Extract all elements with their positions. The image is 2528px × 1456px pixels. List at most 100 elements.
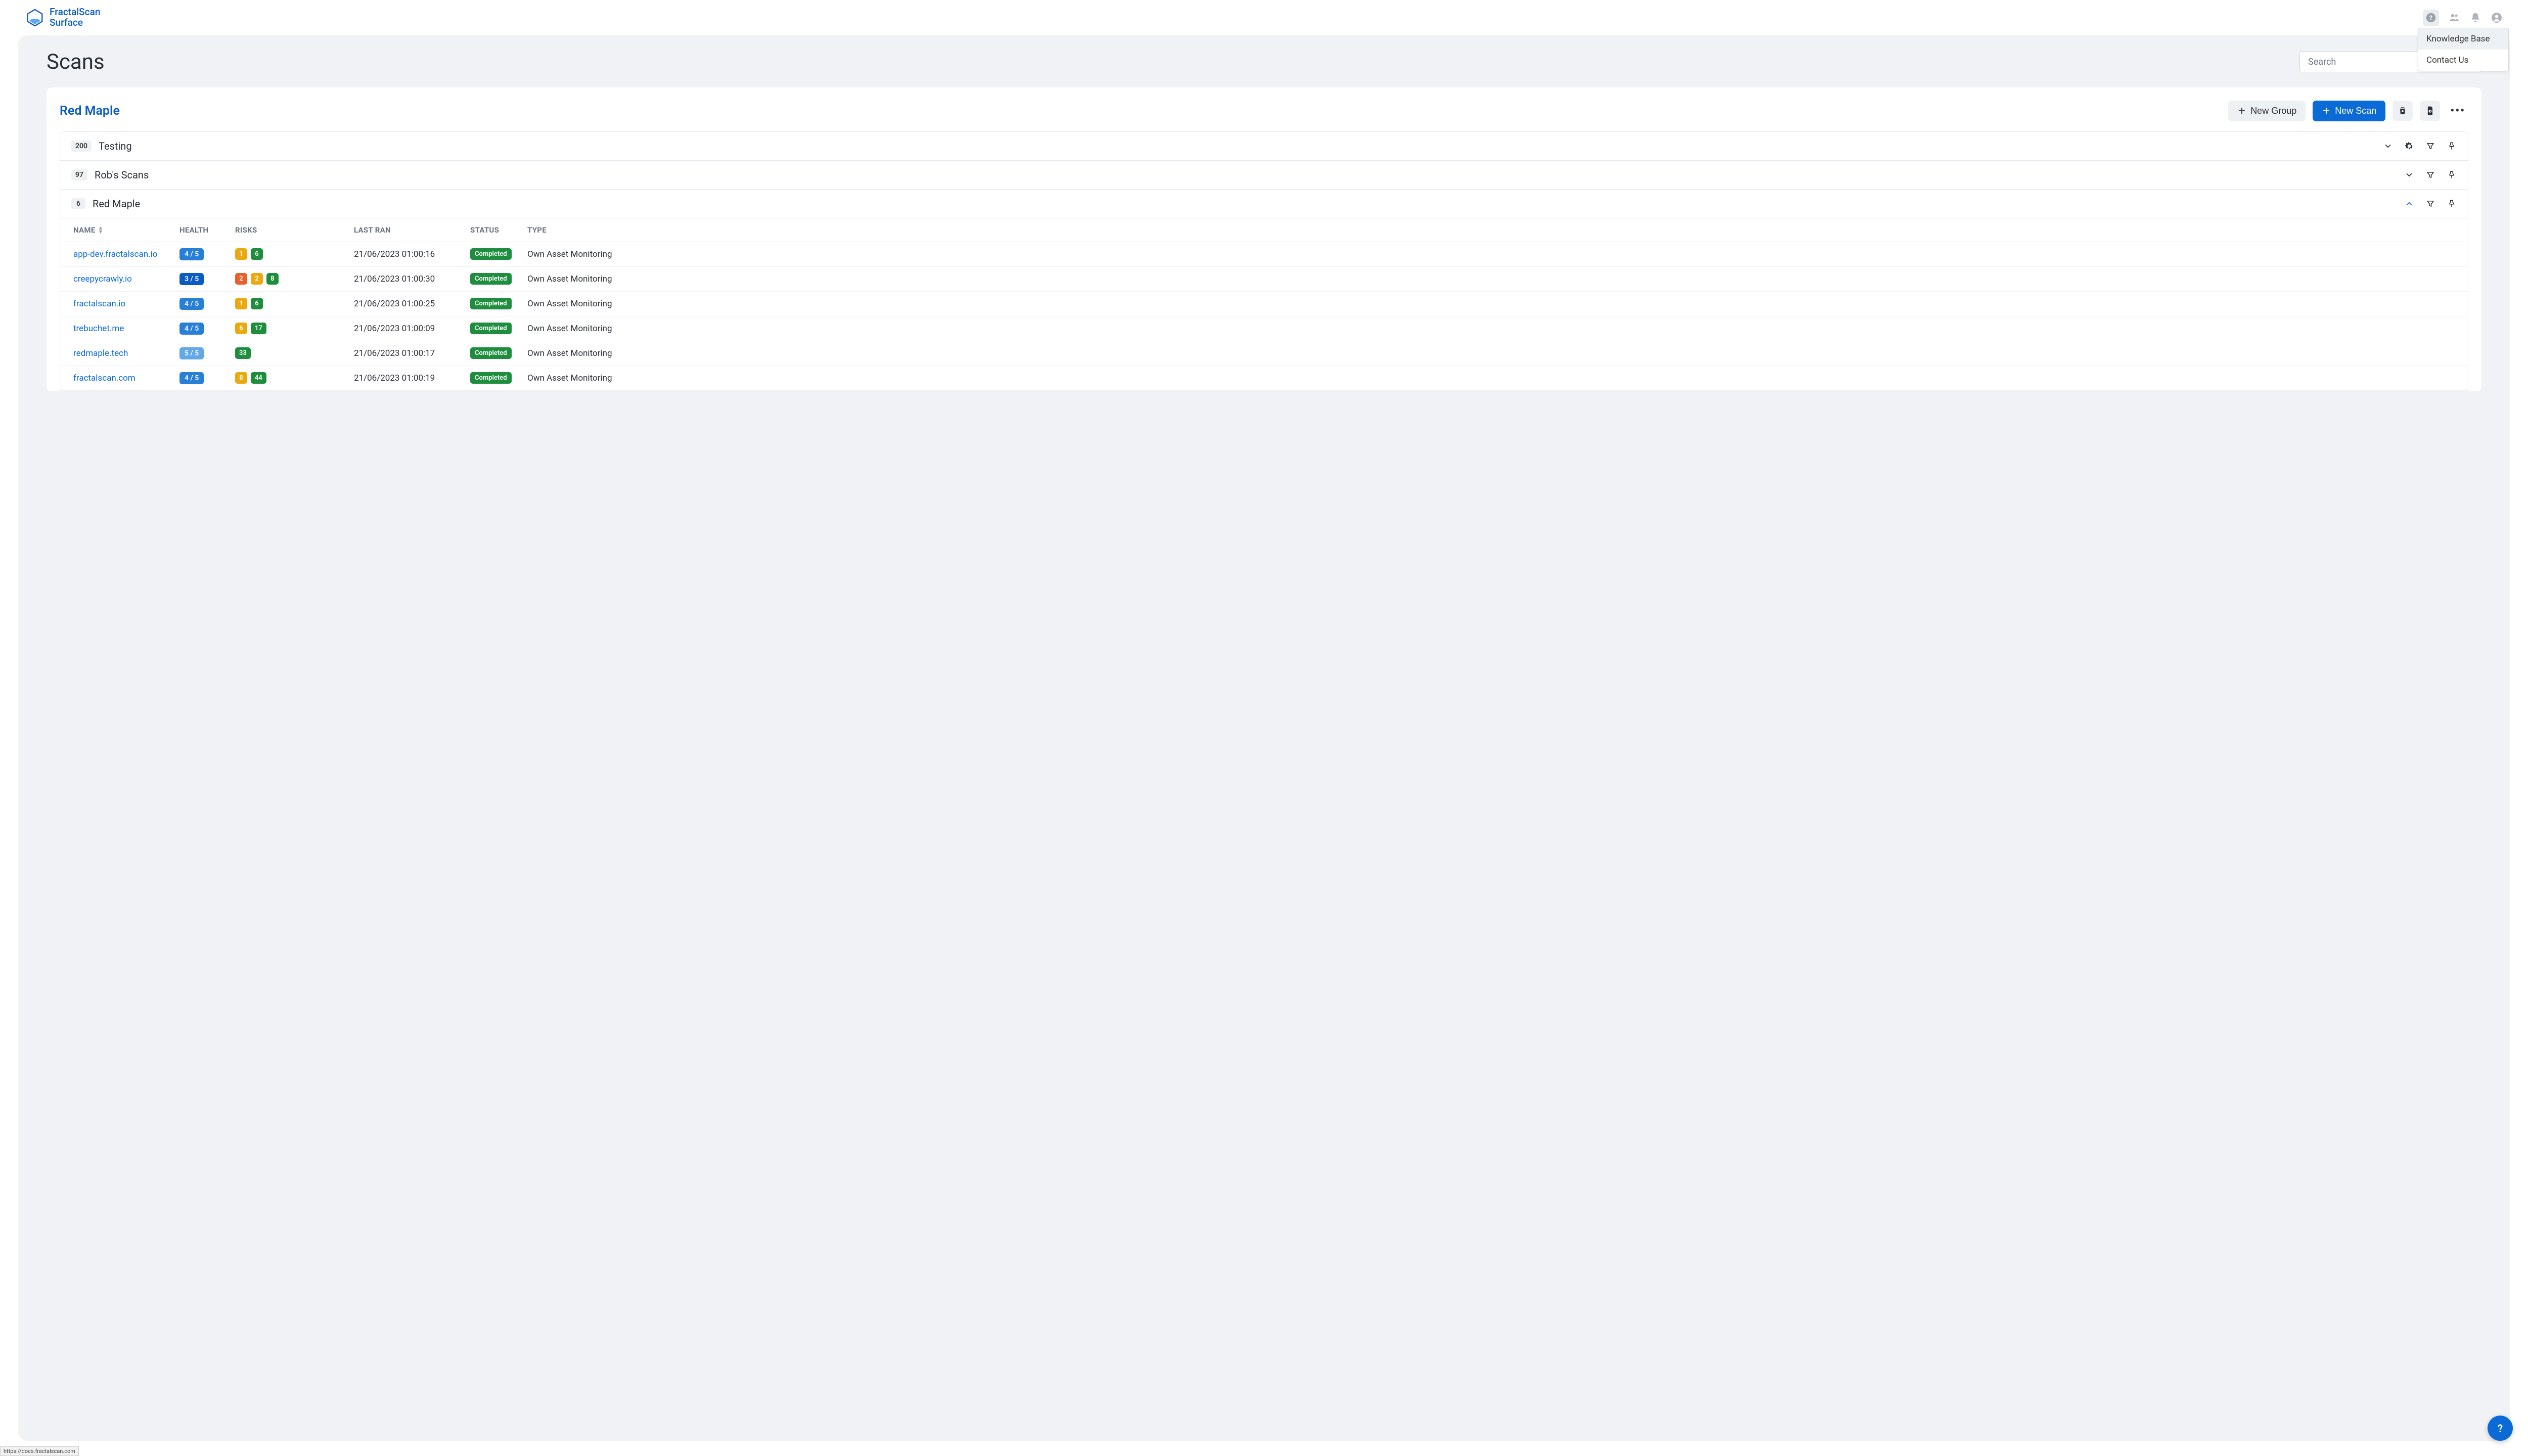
table-row: fractalscan.com 4 / 5 8 44 21/06/2023 01:… bbox=[60, 366, 2468, 391]
pin-icon[interactable] bbox=[2447, 141, 2457, 151]
help-menu: Knowledge Base Contact Us bbox=[2418, 28, 2509, 71]
status-badge: Completed bbox=[470, 248, 512, 260]
risk-badge: 17 bbox=[251, 323, 266, 334]
scan-name-link[interactable]: trebuchet.me bbox=[73, 324, 179, 334]
gear-icon[interactable] bbox=[2404, 141, 2414, 151]
th-health[interactable]: HEALTH bbox=[179, 225, 235, 235]
group-name: Rob's Scans bbox=[95, 169, 149, 181]
status-url-hint: https://docs.fractalscan.com bbox=[0, 1446, 79, 1456]
card-header: Red Maple New Group New Scan ••• bbox=[47, 101, 2481, 131]
menu-knowledge-base[interactable]: Knowledge Base bbox=[2418, 28, 2508, 50]
last-ran-cell: 21/06/2023 01:00:09 bbox=[354, 324, 470, 334]
plus-icon bbox=[2322, 106, 2331, 115]
risk-badge: 6 bbox=[251, 298, 263, 309]
scan-name-link[interactable]: redmaple.tech bbox=[73, 348, 179, 358]
risk-badge: 2 bbox=[251, 273, 263, 285]
th-type[interactable]: TYPE bbox=[527, 225, 2455, 235]
logo-hex-icon bbox=[25, 8, 44, 27]
type-cell: Own Asset Monitoring bbox=[527, 249, 2455, 259]
th-name[interactable]: NAME▲▼ bbox=[73, 225, 179, 235]
group-row[interactable]: 97 Rob's Scans bbox=[60, 161, 2468, 190]
scan-name-link[interactable]: app-dev.fractalscan.io bbox=[73, 249, 179, 259]
help-fab-icon bbox=[2494, 1422, 2507, 1435]
new-group-button[interactable]: New Group bbox=[2228, 101, 2306, 121]
group-name: Red Maple bbox=[93, 198, 140, 210]
page-title: Scans bbox=[47, 50, 105, 74]
risks-cell: 8 44 bbox=[235, 372, 354, 384]
menu-contact-us[interactable]: Contact Us bbox=[2418, 50, 2508, 71]
health-badge: 5 / 5 bbox=[179, 347, 204, 359]
health-badge: 4 / 5 bbox=[179, 323, 204, 335]
scan-name-link[interactable]: fractalscan.io bbox=[73, 299, 179, 309]
last-ran-cell: 21/06/2023 01:00:30 bbox=[354, 274, 470, 284]
last-ran-cell: 21/06/2023 01:00:17 bbox=[354, 348, 470, 358]
group-row[interactable]: 6 Red Maple bbox=[60, 190, 2468, 218]
health-badge: 3 / 5 bbox=[179, 273, 204, 285]
last-ran-cell: 21/06/2023 01:00:25 bbox=[354, 299, 470, 309]
team-icon[interactable] bbox=[2448, 12, 2460, 24]
status-badge: Completed bbox=[470, 372, 512, 384]
status-badge: Completed bbox=[470, 273, 512, 285]
bell-icon[interactable] bbox=[2469, 12, 2481, 24]
archive-icon[interactable] bbox=[2392, 101, 2413, 121]
health-badge: 4 / 5 bbox=[179, 298, 204, 310]
risks-cell: 16 bbox=[235, 248, 354, 260]
status-badge: Completed bbox=[470, 347, 512, 359]
org-name[interactable]: Red Maple bbox=[60, 104, 120, 118]
th-risks[interactable]: RISKS bbox=[235, 225, 354, 235]
card-actions: New Group New Scan ••• bbox=[2228, 101, 2468, 121]
help-fab[interactable] bbox=[2488, 1416, 2513, 1441]
risk-badge: 1 bbox=[235, 298, 247, 309]
report-icon[interactable] bbox=[2420, 101, 2440, 121]
type-cell: Own Asset Monitoring bbox=[527, 348, 2455, 358]
status-badge: Completed bbox=[470, 298, 512, 309]
type-cell: Own Asset Monitoring bbox=[527, 324, 2455, 334]
risks-cell: 33 bbox=[235, 347, 354, 359]
chevron-up-icon[interactable] bbox=[2404, 199, 2414, 209]
table-header: NAME▲▼ HEALTH RISKS LAST RAN STATUS TYPE bbox=[60, 218, 2468, 242]
scan-name-link[interactable]: creepycrawly.io bbox=[73, 274, 179, 284]
type-cell: Own Asset Monitoring bbox=[527, 373, 2455, 383]
risk-badge: 33 bbox=[235, 347, 251, 359]
more-menu-icon[interactable]: ••• bbox=[2447, 105, 2468, 117]
type-cell: Own Asset Monitoring bbox=[527, 274, 2455, 284]
sort-icon: ▲▼ bbox=[98, 226, 104, 234]
logo[interactable]: FractalScan Surface bbox=[25, 7, 100, 28]
pin-icon[interactable] bbox=[2447, 199, 2457, 209]
health-badge: 4 / 5 bbox=[179, 372, 204, 384]
pin-icon[interactable] bbox=[2447, 170, 2457, 180]
top-icons: ? Knowledge Base Contact Us bbox=[2423, 10, 2503, 26]
table-row: creepycrawly.io 3 / 5 228 21/06/2023 01:… bbox=[60, 267, 2468, 292]
new-scan-button[interactable]: New Scan bbox=[2313, 101, 2385, 121]
filter-icon[interactable] bbox=[2425, 141, 2435, 151]
table-row: fractalscan.io 4 / 5 16 21/06/2023 01:00… bbox=[60, 292, 2468, 316]
help-icon[interactable]: ? Knowledge Base Contact Us bbox=[2423, 10, 2439, 26]
chevron-down-icon[interactable] bbox=[2383, 141, 2393, 151]
risk-badge: 44 bbox=[251, 372, 266, 384]
th-last-ran[interactable]: LAST RAN bbox=[354, 225, 470, 235]
last-ran-cell: 21/06/2023 01:00:16 bbox=[354, 249, 470, 259]
plus-icon bbox=[2237, 106, 2246, 115]
chevron-down-icon[interactable] bbox=[2404, 170, 2414, 180]
last-ran-cell: 21/06/2023 01:00:19 bbox=[354, 373, 470, 383]
page-header: Scans Search bbox=[47, 50, 2481, 74]
risks-cell: 16 bbox=[235, 298, 354, 309]
risk-badge: 6 bbox=[251, 248, 263, 260]
filter-icon[interactable] bbox=[2425, 199, 2435, 209]
group-count-badge: 97 bbox=[71, 169, 87, 180]
svg-text:?: ? bbox=[2429, 14, 2432, 22]
th-status[interactable]: STATUS bbox=[470, 225, 527, 235]
user-icon[interactable] bbox=[2491, 12, 2503, 24]
risk-badge: 8 bbox=[266, 273, 279, 285]
groups-container: 200 Testing 97 Rob's Scans 6 Red Maple N… bbox=[60, 131, 2468, 391]
table-row: trebuchet.me 4 / 5 617 21/06/2023 01:00:… bbox=[60, 316, 2468, 341]
topbar: FractalScan Surface ? Knowledge Base Con… bbox=[0, 0, 2528, 35]
risks-cell: 617 bbox=[235, 323, 354, 334]
group-name: Testing bbox=[99, 140, 132, 152]
risk-badge: 8 bbox=[235, 372, 247, 384]
group-row[interactable]: 200 Testing bbox=[60, 132, 2468, 161]
scan-name-link[interactable]: fractalscan.com bbox=[73, 373, 179, 383]
filter-icon[interactable] bbox=[2425, 170, 2435, 180]
page-container: Scans Search Red Maple New Group New Sca… bbox=[18, 35, 2510, 1441]
health-badge: 4 / 5 bbox=[179, 248, 204, 260]
